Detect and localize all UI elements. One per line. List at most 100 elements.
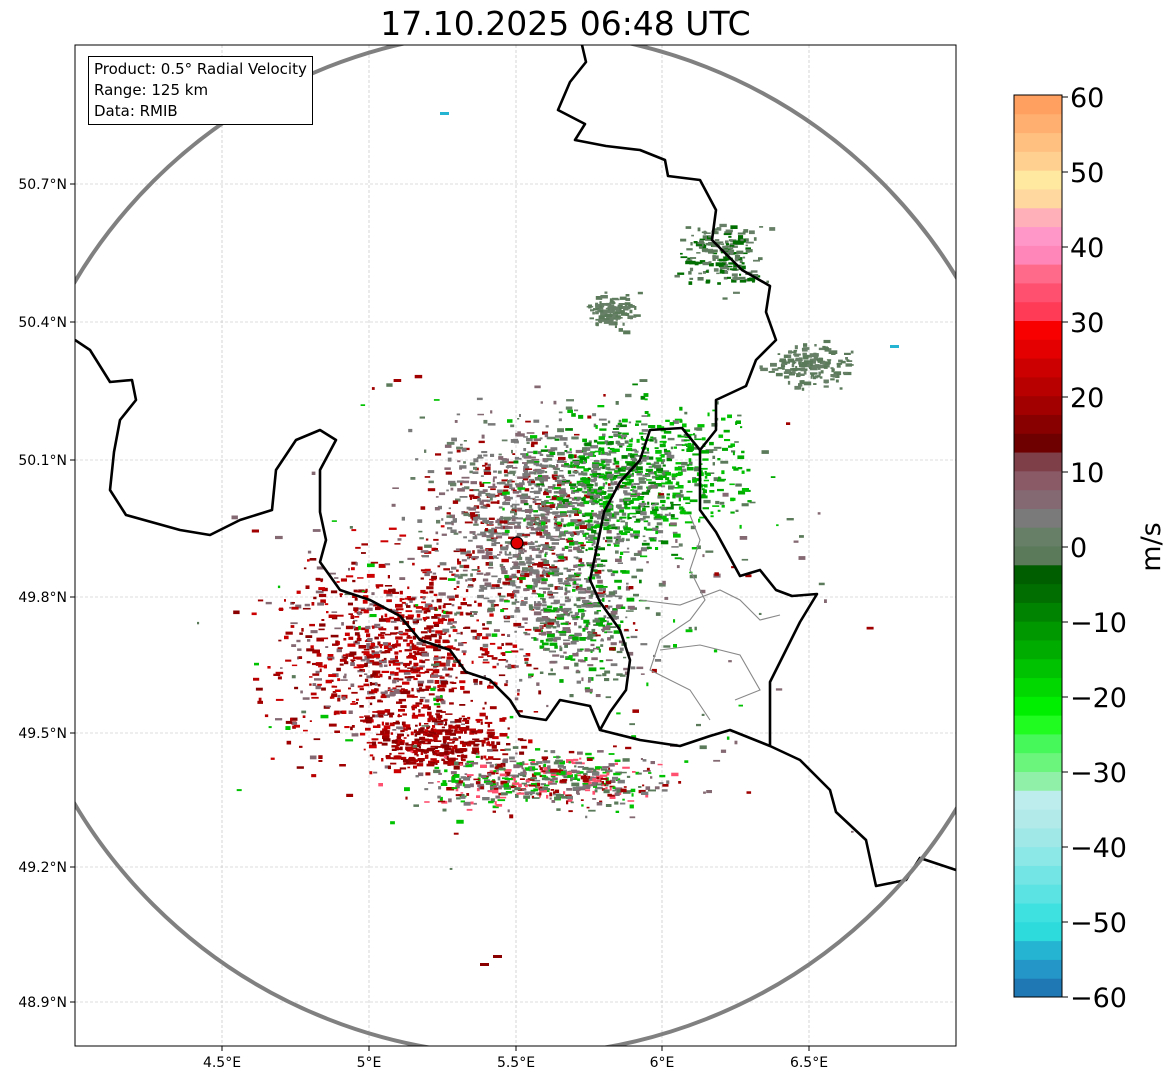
radar-echo (567, 470, 572, 474)
radar-echo (505, 651, 512, 653)
radar-echo (554, 645, 558, 649)
colorbar-segment (1014, 602, 1062, 622)
colorbar-segment (1014, 414, 1062, 434)
radar-echo (458, 642, 464, 647)
radar-echo (586, 541, 593, 543)
radar-echo (661, 789, 668, 792)
radar-echo (484, 462, 488, 466)
radar-echo (487, 599, 496, 603)
radar-echo (745, 244, 748, 247)
colorbar-segment (1014, 489, 1062, 509)
radar-echo (593, 537, 598, 540)
radar-echo (486, 621, 492, 625)
radar-echo (601, 781, 604, 785)
radar-echo (546, 547, 555, 550)
radar-echo (798, 383, 803, 387)
radar-echo (542, 525, 548, 529)
radar-echo (581, 804, 584, 807)
radar-echo (383, 738, 391, 742)
radar-echo (590, 451, 596, 454)
radar-echo (717, 458, 721, 461)
radar-echo (710, 511, 714, 515)
info-box: Product: 0.5° Radial Velocity Range: 125… (88, 56, 313, 125)
radar-echo (552, 654, 560, 657)
radar-echo (257, 599, 264, 602)
radar-echo (377, 683, 381, 687)
radar-echo (434, 639, 441, 644)
radar-echo (690, 257, 697, 259)
radar-echo (593, 496, 597, 500)
radar-echo (540, 401, 543, 404)
radar-echo (558, 535, 562, 538)
radar-echo (444, 751, 449, 754)
radar-echo (397, 727, 406, 730)
radar-echo (559, 437, 568, 441)
radar-echo (463, 801, 471, 806)
radar-echo (490, 798, 495, 803)
radar-echo (490, 749, 499, 752)
radar-echo (685, 629, 693, 633)
radar-echo (675, 444, 683, 446)
radar-echo (616, 789, 622, 793)
radar-echo (539, 574, 544, 578)
radar-echo (662, 464, 666, 467)
radar-echo (737, 455, 745, 460)
radar-echo (682, 423, 687, 428)
radar-echo (646, 479, 652, 481)
radar-echo (418, 772, 424, 777)
radar-echo (548, 596, 554, 599)
radar-echo (476, 752, 479, 755)
radar-echo (626, 636, 630, 639)
radar-echo (498, 456, 504, 460)
radar-echo (438, 605, 442, 610)
radar-echo (736, 250, 744, 255)
radar-echo (455, 785, 460, 789)
radar-echo (659, 515, 667, 520)
radar-echo (655, 449, 662, 454)
radar-echo (317, 683, 322, 686)
radar-echo (382, 735, 390, 740)
radar-echo (396, 667, 401, 670)
radar-echo (321, 637, 329, 640)
radar-echo (363, 651, 370, 656)
radar-echo (448, 745, 453, 748)
radar-echo (699, 484, 706, 487)
radar-echo (257, 700, 263, 704)
radar-echo (673, 644, 677, 648)
radar-echo (588, 539, 594, 541)
radar-echo (648, 481, 656, 484)
radar-echo (539, 671, 544, 674)
radar-echo (618, 597, 622, 600)
radar-echo (360, 658, 366, 662)
radar-echo (745, 247, 751, 250)
radar-echo (673, 533, 681, 538)
radar-echo (343, 656, 348, 659)
radar-echo (577, 545, 585, 548)
radar-echo (451, 687, 457, 690)
radar-echo (602, 588, 606, 592)
radar-echo (523, 436, 528, 438)
radar-echo (481, 434, 485, 439)
radar-echo (416, 763, 424, 767)
radar-echo (573, 496, 581, 500)
radar-echo (477, 549, 485, 554)
radar-echo (589, 473, 593, 476)
radar-echo (434, 606, 438, 611)
radar-echo (544, 513, 550, 516)
radar-echo (815, 376, 818, 379)
radar-echo (510, 424, 515, 428)
radar-echo (623, 656, 627, 659)
radar-echo (483, 454, 488, 457)
radar-echo (370, 682, 378, 686)
radar-echo (503, 485, 509, 489)
radar-echo (432, 751, 437, 754)
radar-echo (348, 567, 350, 571)
radar-echo (397, 715, 402, 717)
radar-echo (599, 774, 608, 777)
radar-echo (344, 673, 347, 676)
radar-echo (607, 793, 612, 797)
radar-echo (641, 443, 645, 446)
radar-echo (521, 493, 528, 497)
radar-echo (506, 467, 509, 469)
radar-echo (590, 569, 598, 572)
